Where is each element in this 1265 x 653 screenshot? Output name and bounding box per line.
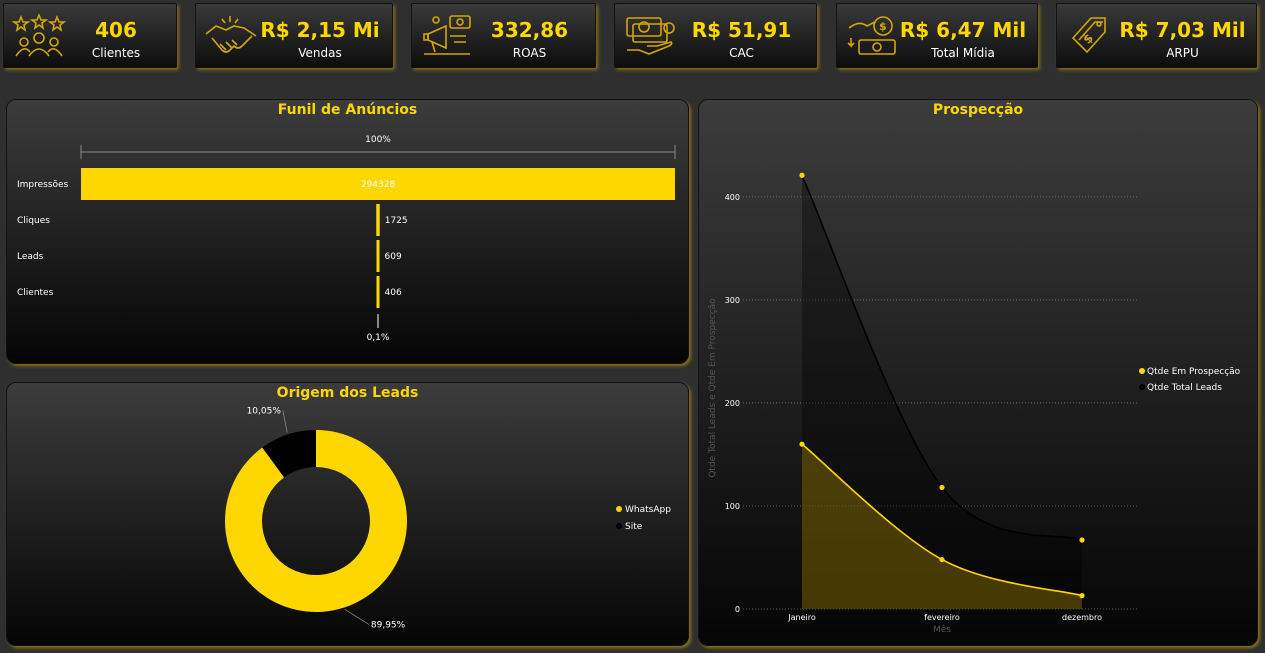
area-fill-prospeccao bbox=[802, 444, 1082, 609]
area-fill-total-leads bbox=[802, 175, 1082, 609]
x-tick-label: dezembro bbox=[1062, 613, 1102, 622]
kpi-value: R$ 7,03 Mil bbox=[1119, 18, 1246, 42]
data-point bbox=[799, 172, 805, 178]
data-point bbox=[939, 556, 945, 563]
funnel-bar bbox=[376, 204, 380, 236]
data-point bbox=[799, 441, 805, 447]
handshake-icon bbox=[205, 16, 257, 53]
data-point bbox=[939, 484, 945, 491]
funnel-data-label: 1725 bbox=[385, 216, 408, 226]
legend-marker bbox=[1139, 384, 1145, 390]
funnel-category-label: Cliques bbox=[17, 216, 50, 226]
data-point bbox=[1079, 593, 1085, 599]
y-tick-label: 0 bbox=[735, 605, 740, 614]
prospection-panel: Prospecção 0 100 200 300 400 Janeiro fevereiro… bbox=[698, 99, 1258, 646]
kpi-card-total-midia: $ R$ 6,47 Mil Total Mídia bbox=[836, 3, 1038, 68]
funnel-bottom-percent-label: 0,1% bbox=[367, 333, 390, 343]
people-stars-icon bbox=[12, 14, 66, 57]
y-tick-label: 300 bbox=[725, 296, 740, 305]
kpi-card-cac: R$ 51,91 CAC bbox=[614, 3, 817, 68]
kpi-label: ARPU bbox=[1166, 46, 1199, 60]
prospection-chart: 0 100 200 300 400 Janeiro fevereiro dezembro Mês… bbox=[708, 172, 1241, 635]
donut-title: Origem dos Leads bbox=[276, 385, 419, 401]
kpi-card-arpu: $ R$ 7,03 Mil ARPU bbox=[1056, 3, 1257, 68]
prospection-title: Prospecção bbox=[932, 102, 1024, 118]
donut-panel: Origem dos Leads 89,95% 10,05% WhatsApp Sit… bbox=[6, 382, 689, 646]
donut-slice-site bbox=[262, 430, 316, 478]
money-hand-icon bbox=[626, 17, 675, 55]
funnel-category-label: Leads bbox=[17, 252, 44, 262]
x-tick-label: Janeiro bbox=[787, 613, 816, 622]
kpi-card-clientes: 406 Clientes bbox=[3, 3, 177, 68]
legend-label: Qtde Total Leads bbox=[1147, 383, 1222, 393]
funnel-data-label: 294328 bbox=[361, 180, 396, 190]
y-tick-label: 400 bbox=[725, 193, 740, 202]
funnel-title: Funil de Anúncios bbox=[277, 102, 418, 118]
kpi-label: Total Mídia bbox=[931, 46, 995, 60]
marketing-megaphone-icon bbox=[423, 15, 471, 55]
funnel-data-label: 406 bbox=[385, 288, 402, 298]
kpi-card-roas: 332,86 ROAS bbox=[411, 3, 596, 68]
funnel-chart: 100% Impressões 294328 Cliques 1725 Leads 609 C… bbox=[17, 135, 676, 343]
kpi-value: R$ 51,91 bbox=[691, 18, 792, 42]
data-point bbox=[1079, 537, 1085, 543]
price-tag-icon: $ bbox=[1071, 17, 1106, 54]
funnel-bar bbox=[376, 240, 380, 272]
x-tick-label: fevereiro bbox=[924, 613, 960, 622]
donut-slice-whatsapp bbox=[224, 430, 407, 612]
legend-label: WhatsApp bbox=[625, 505, 671, 515]
funnel-bar bbox=[376, 276, 380, 308]
kpi-card-vendas: R$ 2,15 Mi Vendas bbox=[195, 3, 393, 68]
y-axis-title: Qtde Total Leads e Qtde Em Prospecção bbox=[708, 298, 718, 478]
kpi-value: 332,86 bbox=[490, 18, 569, 42]
kpi-label: Clientes bbox=[91, 46, 141, 60]
legend-marker bbox=[616, 506, 622, 512]
y-tick-label: 100 bbox=[725, 502, 740, 511]
kpi-label: Vendas bbox=[298, 46, 342, 60]
legend-label: Qtde Em Prospecção bbox=[1147, 367, 1241, 377]
legend-marker bbox=[1139, 368, 1145, 374]
funnel-data-label: 609 bbox=[385, 252, 402, 262]
funnel-category-label: Impressões bbox=[17, 180, 69, 190]
donut-data-label: 89,95% bbox=[371, 620, 406, 630]
legend-label: Site bbox=[625, 522, 643, 532]
kpi-value: 406 bbox=[95, 18, 137, 42]
y-tick-label: 200 bbox=[725, 399, 740, 408]
kpi-value: R$ 6,47 Mil bbox=[899, 18, 1027, 42]
funnel-bar bbox=[81, 168, 675, 200]
donut-leader-line bbox=[344, 609, 370, 625]
kpi-label: CAC bbox=[729, 46, 754, 60]
svg-text:$: $ bbox=[879, 20, 887, 33]
donut-chart: 89,95% 10,05% WhatsApp Site bbox=[224, 407, 671, 630]
funnel-category-label: Clientes bbox=[17, 288, 54, 298]
legend-marker bbox=[616, 523, 622, 529]
kpi-value: R$ 2,15 Mi bbox=[260, 18, 380, 42]
x-axis-title: Mês bbox=[933, 624, 951, 635]
funnel-top-percent-label: 100% bbox=[365, 135, 391, 145]
donut-leader-line bbox=[282, 410, 288, 433]
series-line-total-leads bbox=[801, 174, 1083, 541]
funnel-panel: Funil de Anúncios 100% Impressões 294328 Cl… bbox=[6, 99, 689, 364]
money-coins-icon: $ bbox=[847, 16, 896, 55]
donut-data-label: 10,05% bbox=[247, 407, 282, 417]
kpi-label: ROAS bbox=[512, 46, 547, 60]
